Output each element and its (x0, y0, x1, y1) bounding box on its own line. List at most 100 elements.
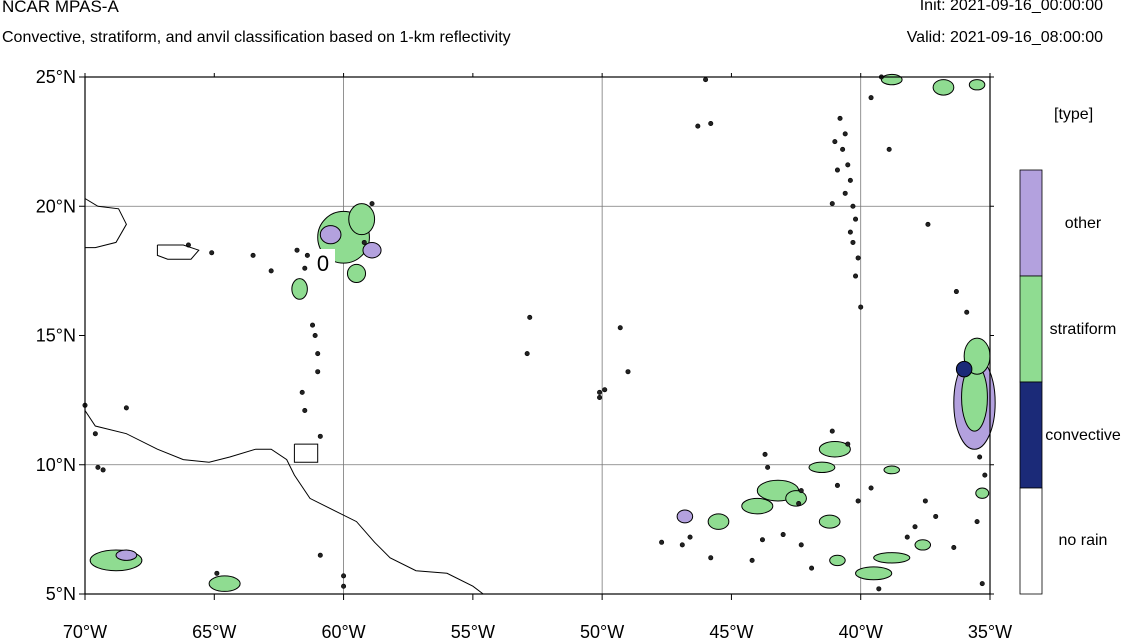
precip-speckle (912, 524, 918, 530)
precip-speckle (858, 304, 864, 310)
precip-speckle (762, 451, 768, 457)
precip-speckle (834, 167, 840, 173)
precip-speckle (302, 407, 308, 413)
precip-speckle (597, 395, 603, 401)
precip-cell-stratiform (707, 513, 730, 530)
precip-speckle (904, 534, 910, 540)
precip-cell-stratiform (818, 514, 841, 529)
coastlines (84, 198, 484, 595)
precip-cell-stratiform (291, 278, 308, 300)
precip-speckle (679, 542, 685, 548)
precip-speckle (829, 428, 835, 434)
precip-cell-other (362, 241, 382, 259)
lon-tick-label: 50°W (580, 622, 624, 641)
precip-speckle (250, 252, 256, 258)
precip-cell-stratiform (932, 79, 955, 96)
precip-speckle (855, 498, 861, 504)
lat-tick-label: 20°N (36, 196, 76, 216)
precip-speckle (951, 544, 957, 550)
precip-speckle (868, 95, 874, 101)
legend-label-other: other (1064, 215, 1102, 232)
precip-speckle (832, 139, 838, 145)
precip-speckle (868, 485, 874, 491)
precip-cell-stratiform (914, 539, 932, 551)
precip-speckle (759, 537, 765, 543)
precip-speckle (876, 586, 882, 592)
precip-speckle (209, 250, 215, 256)
chart-title: NCAR MPAS-A (2, 0, 119, 16)
precip-speckle (829, 201, 835, 207)
precip-cell-stratiform (880, 73, 903, 86)
precip-cell-stratiform (829, 554, 846, 567)
precip-speckle (837, 115, 843, 121)
precip-speckle (834, 482, 840, 488)
precip-speckle (847, 177, 853, 183)
precip-speckle (953, 289, 959, 295)
precip-speckle (845, 162, 851, 168)
precip-speckle (361, 239, 367, 245)
legend-swatch (1019, 169, 1043, 277)
lon-tick-label: 60°W (321, 622, 365, 641)
coastline (156, 244, 200, 260)
precip-speckle (708, 555, 714, 561)
precip-cell-stratiform (968, 79, 986, 91)
precip-speckle (597, 389, 603, 395)
precip-speckle (317, 433, 323, 439)
precip-speckle (317, 552, 323, 558)
lon-tick-label: 40°W (839, 622, 883, 641)
precip-speckle (687, 534, 693, 540)
precip-cell-other (319, 225, 342, 245)
lon-tick-label: 65°W (192, 622, 236, 641)
precip-cell-stratiform (785, 490, 807, 507)
precip-speckle (853, 216, 859, 222)
precip-speckle (302, 265, 308, 271)
lat-tick-label: 5°N (46, 584, 76, 604)
lat-tick-label: 25°N (36, 67, 76, 87)
precip-speckle (100, 467, 106, 473)
precip-speckle (268, 268, 274, 274)
lon-tick-label: 45°W (709, 622, 753, 641)
precip-speckle (922, 498, 928, 504)
precip-speckle (925, 221, 931, 227)
precip-speckle (850, 239, 856, 245)
precip-speckle (294, 247, 300, 253)
precip-speckle (933, 513, 939, 519)
precip-speckle (798, 488, 804, 494)
precip-speckle (796, 501, 802, 507)
precip-speckle (524, 351, 530, 357)
precip-speckle (845, 441, 851, 447)
precip-speckle (855, 255, 861, 261)
precip-speckles (82, 74, 988, 592)
precip-cells (89, 73, 996, 592)
precip-cell-stratiform (346, 263, 367, 284)
precip-speckle (842, 131, 848, 137)
precip-speckle (809, 565, 815, 571)
precip-speckle (695, 123, 701, 129)
legend-title: [type] (1054, 106, 1094, 123)
precip-speckle (123, 405, 129, 411)
precip-cell-stratiform (818, 440, 851, 458)
axis-ticks: 70°W 65°W 60°W 55°W 50°W 45°W 40°W 35°W 5°N 10°N 1… (36, 67, 1012, 641)
precip-speckle (299, 389, 305, 395)
precip-speckle (842, 190, 848, 196)
precip-cell-other (115, 549, 138, 561)
lon-tick-label: 35°W (968, 622, 1012, 641)
lon-tick-label: 70°W (63, 622, 107, 641)
precip-cell-stratiform (741, 497, 774, 515)
precip-speckle (315, 369, 321, 375)
precip-speckle (977, 454, 983, 460)
precip-speckle (964, 309, 970, 315)
precip-speckle (92, 431, 98, 437)
precip-speckle (708, 121, 714, 127)
lat-tick-label: 10°N (36, 455, 76, 475)
precip-speckle (602, 387, 608, 393)
precip-speckle (703, 77, 709, 83)
precip-speckle (847, 229, 853, 235)
precip-speckle (617, 325, 623, 331)
precip-cell-convective (955, 360, 973, 378)
legend-label-stratiform: stratiform (1049, 321, 1117, 338)
lon-tick-label: 55°W (451, 622, 495, 641)
precip-speckle (527, 314, 533, 320)
precip-speckle (974, 519, 980, 525)
